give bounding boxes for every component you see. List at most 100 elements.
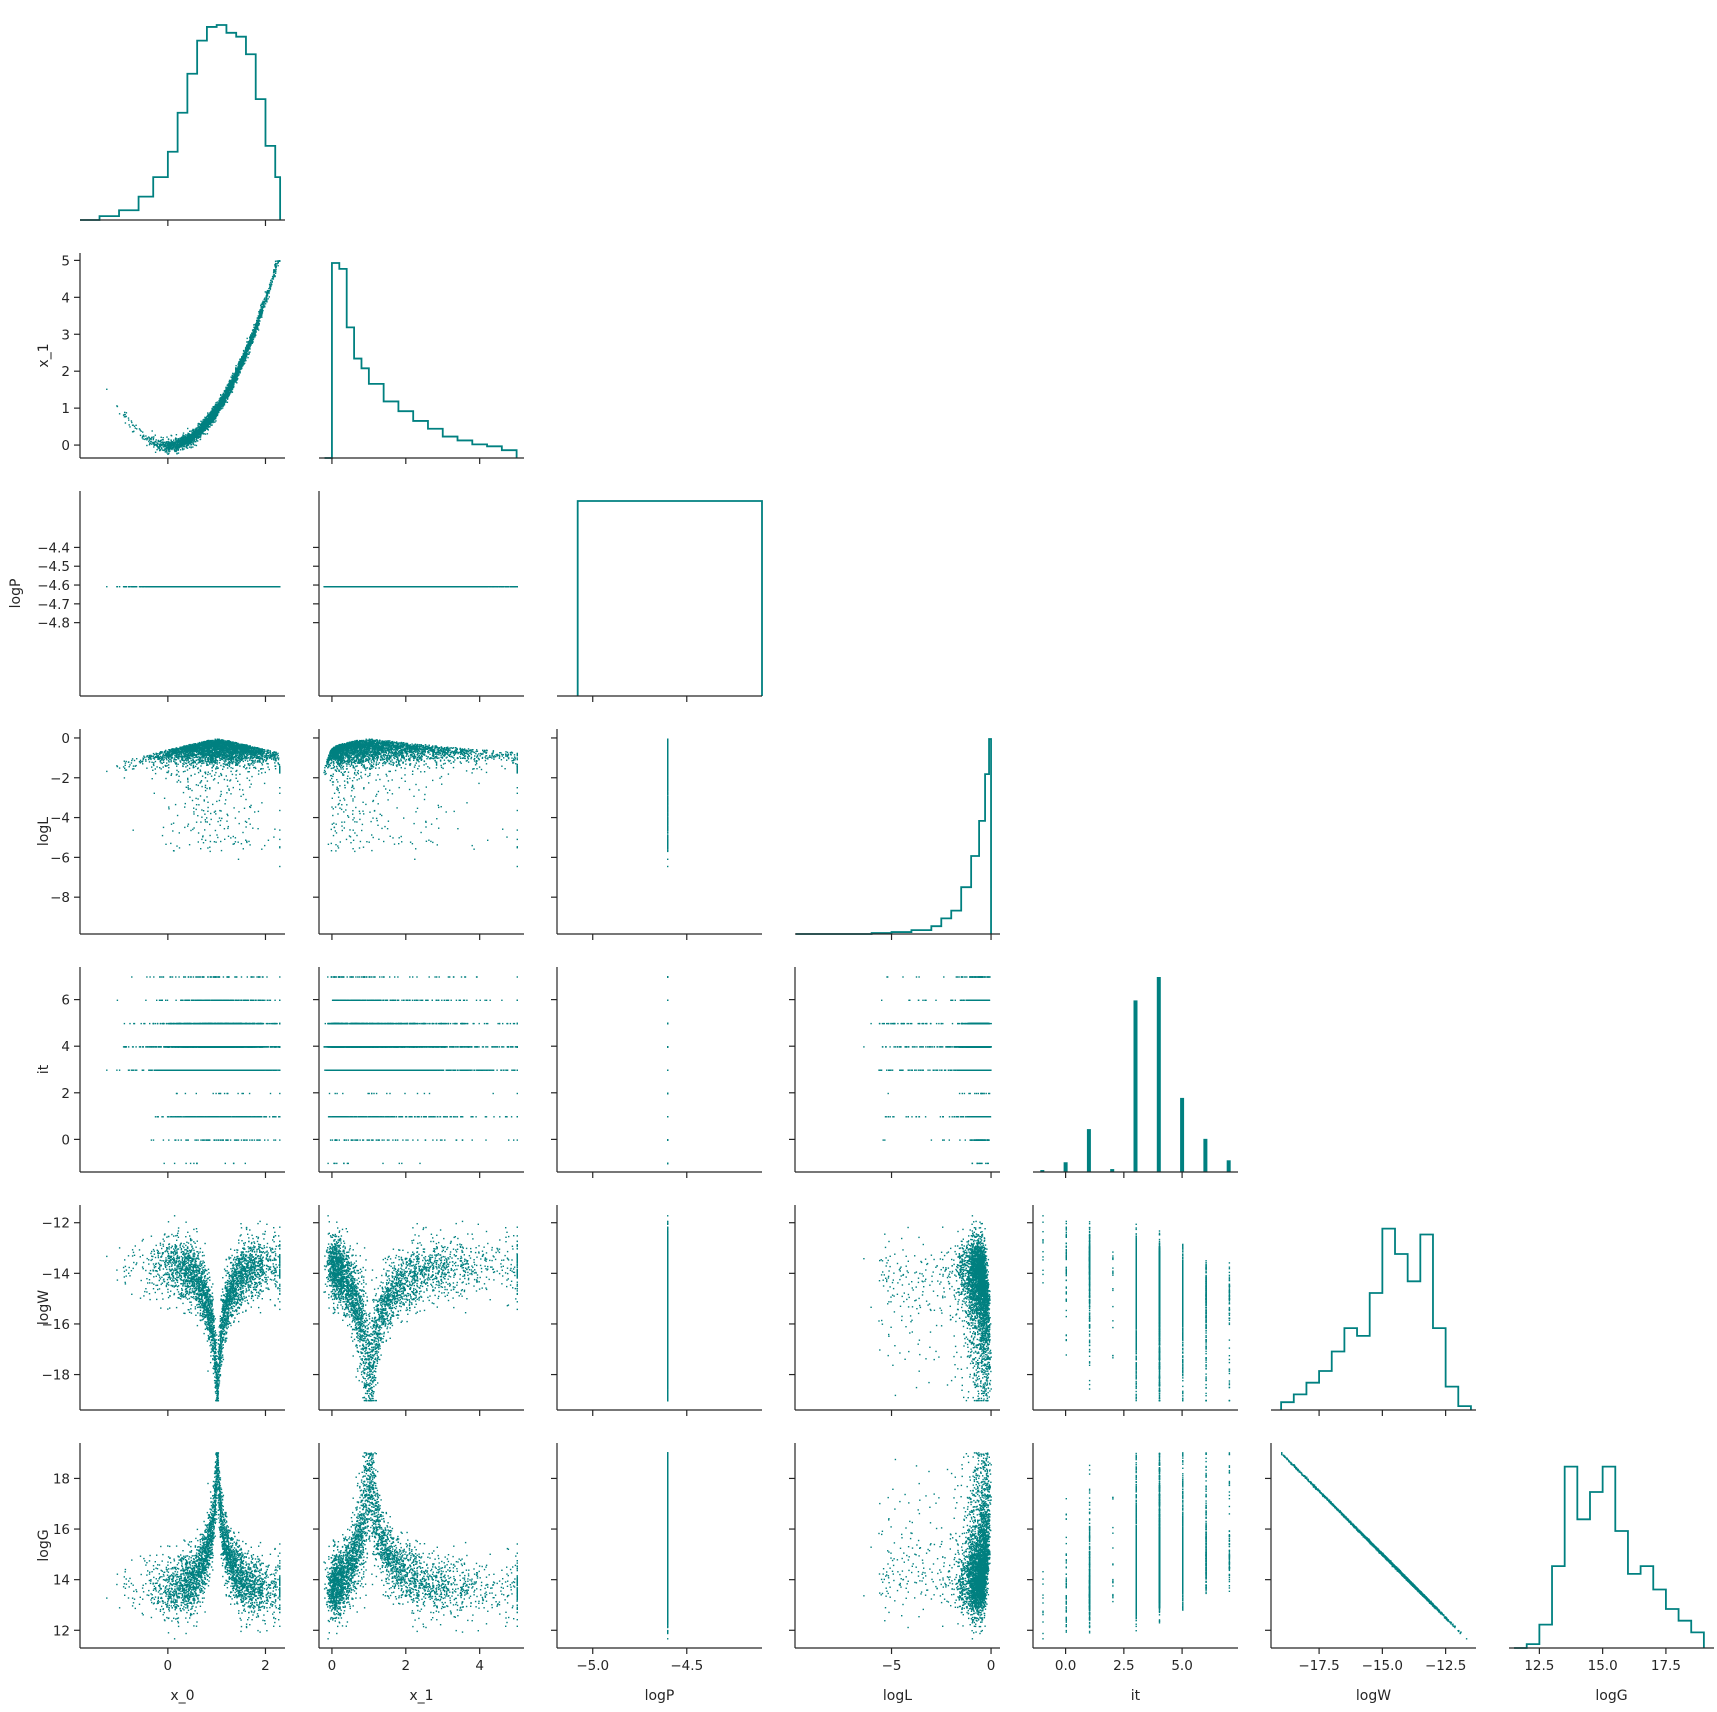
scatter-point <box>267 298 268 299</box>
scatter-point <box>157 445 158 446</box>
scatter-point <box>124 412 125 413</box>
scatter-point <box>162 449 163 450</box>
scatter-point <box>155 435 156 436</box>
scatter-point <box>165 446 166 447</box>
scatter-point <box>183 448 184 449</box>
scatter-point <box>196 445 197 446</box>
scatter-point <box>227 402 228 403</box>
scatter-point <box>189 446 190 447</box>
scatter-point <box>256 324 257 325</box>
scatter-point <box>149 444 150 445</box>
scatter-point <box>164 449 165 450</box>
scatter-point <box>143 436 144 437</box>
scatter-point <box>244 363 245 364</box>
scatter-point <box>208 429 209 430</box>
scatter-point <box>207 428 208 429</box>
scatter-point <box>233 373 234 374</box>
scatter-point <box>275 263 276 264</box>
scatter-point <box>152 442 153 443</box>
scatter-point <box>249 348 250 349</box>
scatter-point <box>247 357 248 358</box>
scatter-point <box>278 262 279 263</box>
scatter-point <box>163 437 164 438</box>
scatter-point <box>167 445 168 446</box>
scatter-point <box>159 450 160 451</box>
scatter-point <box>243 350 244 351</box>
scatter-point <box>209 426 210 427</box>
scatter-point <box>207 412 208 413</box>
scatter-point <box>133 425 134 426</box>
scatter-point <box>151 443 152 444</box>
scatter-point <box>178 449 179 450</box>
scatter-point <box>204 417 205 418</box>
scatter-point <box>210 425 211 426</box>
scatter-point <box>183 432 184 433</box>
scatter-point <box>252 343 253 344</box>
scatter-point <box>146 445 147 446</box>
scatter-point <box>176 434 177 435</box>
scatter-point <box>162 445 163 446</box>
scatter-point <box>116 405 117 406</box>
scatter-point <box>139 428 140 429</box>
scatter-point <box>227 385 228 386</box>
scatter-point <box>171 435 172 436</box>
scatter-point <box>161 448 162 449</box>
scatter-point <box>141 431 142 432</box>
scatter-point <box>245 350 246 351</box>
scatter-point <box>219 398 220 399</box>
scatter-point <box>156 449 157 450</box>
scatter-point <box>182 449 183 450</box>
scatter-point <box>136 428 137 429</box>
scatter-point <box>271 282 272 283</box>
scatter-point <box>270 288 271 289</box>
scatter-point <box>126 412 127 413</box>
scatter-point <box>215 402 216 403</box>
scatter-point <box>153 438 154 439</box>
scatter-point <box>275 261 276 262</box>
scatter-point <box>135 427 136 428</box>
scatter-point <box>160 443 161 444</box>
scatter-point <box>253 324 254 325</box>
scatter-point <box>163 439 164 440</box>
scatter-point <box>155 442 156 443</box>
scatter-point <box>276 260 277 261</box>
scatter-point <box>267 293 268 294</box>
scatter-point <box>275 269 276 270</box>
scatter-point <box>222 407 223 408</box>
scatter-point <box>143 438 144 439</box>
scatter-point <box>169 450 170 451</box>
scatter-point <box>153 436 154 437</box>
scatter-point <box>185 434 186 435</box>
scatter-point <box>142 437 143 438</box>
scatter-point <box>140 435 141 436</box>
scatter-point <box>211 424 212 425</box>
scatter-point <box>184 446 185 447</box>
scatter-point <box>147 437 148 438</box>
scatter-point <box>131 420 132 421</box>
scatter-point <box>149 442 150 443</box>
scatter-point <box>205 433 206 434</box>
scatter-point <box>148 441 149 442</box>
scatter-point <box>264 299 265 300</box>
scatter-point <box>135 425 136 426</box>
scatter-point <box>134 426 135 427</box>
scatter-point <box>164 448 165 449</box>
scatter-point <box>142 431 143 432</box>
scatter-point <box>252 330 253 331</box>
scatter-point <box>178 452 179 453</box>
scatter-point <box>264 298 265 299</box>
scatter-point <box>129 424 130 425</box>
scatter-point <box>207 415 208 416</box>
scatter-point <box>123 415 124 416</box>
scatter-point <box>180 449 181 450</box>
scatter-point <box>187 428 188 429</box>
scatter-point <box>191 430 192 431</box>
scatter-point <box>182 434 183 435</box>
scatter-point <box>125 422 126 423</box>
scatter-point <box>153 439 154 440</box>
scatter-point <box>247 338 248 339</box>
scatter-point <box>236 382 237 383</box>
scatter-point <box>264 303 265 304</box>
